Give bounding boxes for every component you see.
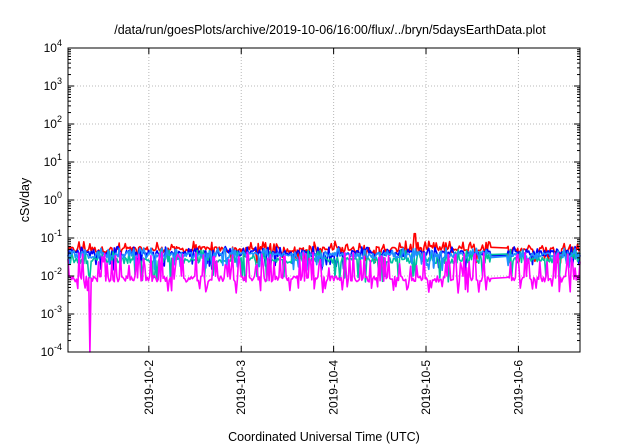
y-axis: 10-4 10-3 10-2 10-1 100 101 102 103 104 [41,38,580,359]
x-tick-label: 2019-10-2 [142,360,156,415]
series-group [67,232,581,353]
y-axis-label: cSv/day [18,177,32,222]
y-tick-label: 103 [44,76,62,93]
x-tick-label: 2019-10-5 [419,360,433,415]
grid [68,48,580,352]
y-tick-label: 100 [44,190,62,207]
chart-title: /data/run/goesPlots/archive/2019-10-06/1… [114,23,546,37]
x-tick-label: 2019-10-3 [234,360,248,415]
y-tick-label: 10-2 [41,266,62,283]
series-line [67,251,581,353]
y-tick-label: 10-3 [41,304,62,321]
y-tick-label: 10-1 [41,228,62,245]
y-tick-label: 10-4 [41,342,62,359]
x-tick-label: 2019-10-4 [327,360,341,415]
x-axis: 2019-10-2 2019-10-3 2019-10-4 2019-10-5 2019… [142,48,525,415]
x-axis-label: Coordinated Universal Time (UTC) [228,430,420,444]
x-tick-label: 2019-10-6 [511,360,525,415]
y-tick-label: 101 [44,152,62,169]
series-line [67,247,581,272]
y-tick-label: 102 [44,114,62,131]
y-tick-label: 104 [44,38,62,55]
